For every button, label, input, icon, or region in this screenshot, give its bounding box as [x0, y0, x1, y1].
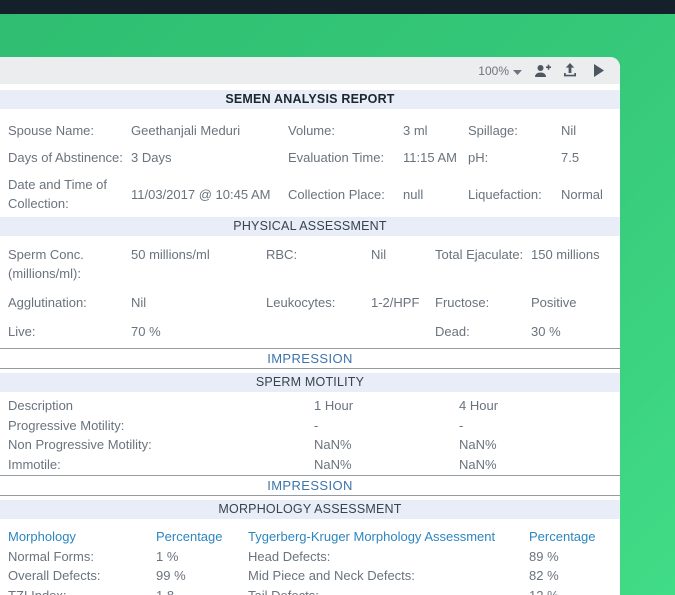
- report-document: SEMEN ANALYSIS REPORT Spouse Name: Geeth…: [0, 84, 620, 595]
- column-header: Tygerberg-Kruger Morphology Assessment: [248, 527, 529, 547]
- column-header: 4 Hour: [459, 396, 612, 416]
- field-value: 7.5: [561, 144, 612, 171]
- field-value: NaN%: [459, 455, 612, 475]
- field-value: 70 %: [131, 317, 266, 346]
- impression-divider: IMPRESSION: [0, 348, 620, 369]
- field-label: Date and Time of Collection:: [8, 171, 131, 217]
- add-person-button[interactable]: [534, 63, 550, 79]
- morphology-table-header: Morphology Percentage Tygerberg-Kruger M…: [0, 527, 620, 547]
- column-header: Percentage: [529, 527, 612, 547]
- section-header-physical-assessment: PHYSICAL ASSESSMENT: [0, 217, 620, 236]
- window-top-strip: [0, 0, 675, 14]
- field-label: Tail Defects:: [248, 586, 529, 595]
- field-label: Mid Piece and Neck Defects:: [248, 566, 529, 586]
- play-button[interactable]: [590, 63, 606, 79]
- field-value: NaN%: [459, 435, 612, 455]
- field-value: Normal: [561, 181, 612, 208]
- field-value: null: [403, 181, 468, 208]
- field-value: 11:15 AM: [403, 144, 468, 171]
- empty-cell: [266, 317, 371, 327]
- field-label: Non Progressive Motility:: [8, 435, 314, 455]
- field-value: Nil: [371, 240, 435, 269]
- caret-down-icon: [513, 64, 522, 78]
- field-value: Nil: [561, 117, 612, 144]
- field-value: NaN%: [314, 455, 459, 475]
- field-label: TZI Index:: [8, 586, 156, 595]
- field-value: 82 %: [529, 566, 612, 586]
- patient-info-table: Spouse Name: Geethanjali Meduri Volume: …: [0, 117, 620, 217]
- field-label: Evaluation Time:: [288, 144, 403, 171]
- field-label: Dead:: [435, 317, 531, 346]
- empty-cell: [371, 317, 435, 327]
- field-label: Head Defects:: [248, 547, 529, 567]
- viewer-toolbar: 100%: [0, 57, 620, 84]
- field-value: 30 %: [531, 317, 612, 346]
- field-label: Live:: [8, 317, 131, 346]
- field-value: -: [459, 416, 612, 436]
- field-label: Agglutination:: [8, 288, 131, 317]
- field-label: Liquefaction:: [468, 181, 561, 208]
- field-label: Overall Defects:: [8, 566, 156, 586]
- field-value: 1 %: [156, 547, 248, 567]
- field-value: 3 Days: [131, 144, 288, 171]
- impression-divider: IMPRESSION: [0, 475, 620, 496]
- section-header-sperm-motility: SPERM MOTILITY: [0, 373, 620, 392]
- field-label: pH:: [468, 144, 561, 171]
- field-label: Volume:: [288, 117, 403, 144]
- field-value: 1.8: [156, 586, 248, 595]
- field-label: Spillage:: [468, 117, 561, 144]
- field-label: Leukocytes:: [266, 288, 371, 317]
- column-header: Description: [8, 396, 314, 416]
- field-value: 99 %: [156, 566, 248, 586]
- field-label: RBC:: [266, 240, 371, 269]
- field-label: Progressive Motility:: [8, 416, 314, 436]
- field-label: Total Ejaculate:: [435, 240, 531, 269]
- morphology-table: Normal Forms: 1 % Head Defects: 89 % Ove…: [0, 547, 620, 595]
- field-label: Sperm Conc. (millions/ml):: [8, 240, 131, 288]
- upload-button[interactable]: [562, 63, 578, 79]
- column-header: Percentage: [156, 527, 248, 547]
- physical-assessment-table: Sperm Conc. (millions/ml): 50 millions/m…: [0, 240, 620, 346]
- field-value: 89 %: [529, 547, 612, 567]
- field-label: Normal Forms:: [8, 547, 156, 567]
- column-header: Morphology: [8, 527, 156, 547]
- zoom-level-dropdown[interactable]: 100%: [478, 64, 522, 78]
- field-value: 3 ml: [403, 117, 468, 144]
- field-label: Immotile:: [8, 455, 314, 475]
- section-header-morphology-assessment: MORPHOLOGY ASSESSMENT: [0, 500, 620, 519]
- field-value: NaN%: [314, 435, 459, 455]
- zoom-level-value: 100%: [478, 64, 509, 78]
- field-value: Geethanjali Meduri: [131, 117, 288, 144]
- upload-icon: [563, 63, 577, 78]
- field-value: 150 millions: [531, 240, 612, 269]
- field-value: Positive: [531, 288, 612, 317]
- field-label: Collection Place:: [288, 181, 403, 208]
- field-value: 50 millions/ml: [131, 240, 266, 269]
- field-label: Spouse Name:: [8, 117, 131, 144]
- field-label: Fructose:: [435, 288, 531, 317]
- field-value: 12 %: [529, 586, 612, 595]
- play-icon: [593, 64, 604, 77]
- column-header: 1 Hour: [314, 396, 459, 416]
- add-person-icon: [534, 64, 551, 78]
- field-value: Nil: [131, 288, 266, 317]
- report-panel: 100%: [0, 57, 620, 595]
- sperm-motility-table: Description 1 Hour 4 Hour Progressive Mo…: [0, 396, 620, 474]
- report-title: SEMEN ANALYSIS REPORT: [0, 90, 620, 109]
- field-value: 11/03/2017 @ 10:45 AM: [131, 181, 288, 208]
- field-value: -: [314, 416, 459, 436]
- field-label: Days of Abstinence:: [8, 144, 131, 171]
- field-value: 1-2/HPF: [371, 288, 435, 317]
